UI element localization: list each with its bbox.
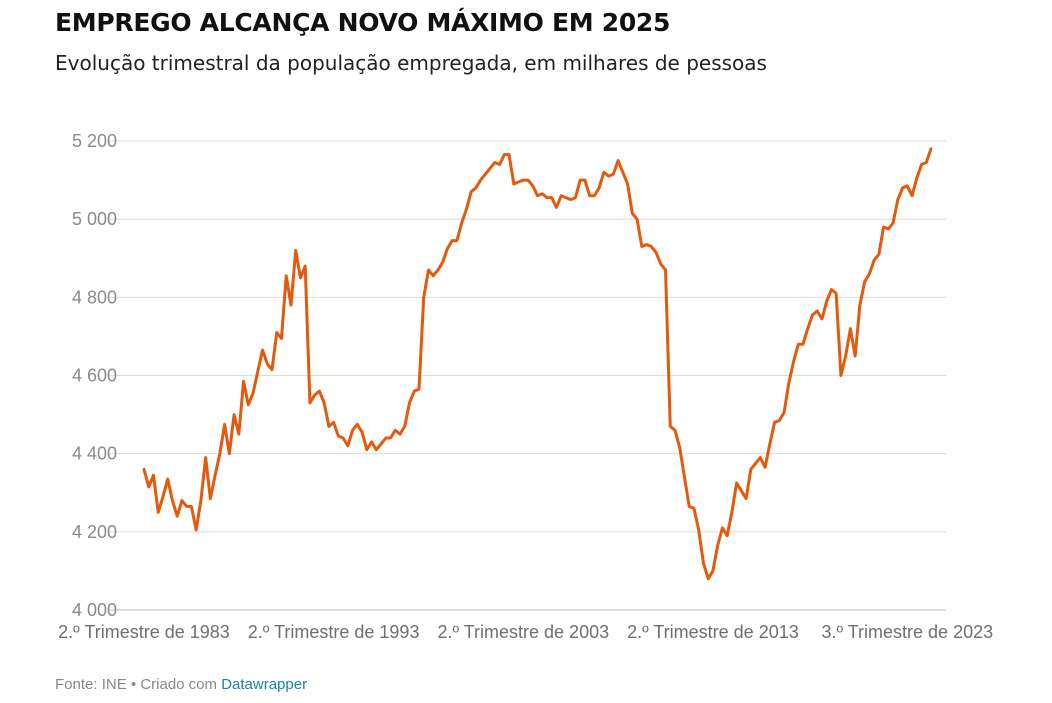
datawrapper-link[interactable]: Datawrapper bbox=[221, 676, 308, 693]
x-tick-label: 2.º Trimestre de 1993 bbox=[248, 622, 420, 642]
y-tick-label: 4 400 bbox=[72, 444, 117, 464]
chart-title: EMPREGO ALCANÇA NOVO MÁXIMO EM 2025 bbox=[55, 8, 671, 37]
y-tick-label: 4 000 bbox=[72, 600, 117, 620]
x-tick-label: 3.º Trimestre de 2023 bbox=[821, 622, 993, 642]
x-tick-label: 2.º Trimestre de 1983 bbox=[58, 622, 230, 642]
y-tick-label: 5 000 bbox=[72, 209, 117, 229]
x-axis-ticks: 2.º Trimestre de 1983 2.º Trimestre de 19… bbox=[58, 622, 993, 642]
separator: • bbox=[130, 676, 137, 693]
source-text: Fonte: INE bbox=[55, 676, 127, 693]
created-with-text: Criado com bbox=[140, 676, 218, 693]
y-tick-label: 4 600 bbox=[72, 366, 117, 386]
x-tick-label: 2.º Trimestre de 2013 bbox=[627, 622, 799, 642]
y-tick-label: 5 200 bbox=[72, 131, 117, 151]
chart-subtitle: Evolução trimestral da população emprega… bbox=[55, 51, 767, 75]
x-tick-label: 2.º Trimestre de 2003 bbox=[437, 622, 609, 642]
y-axis-ticks: 4 000 4 200 4 400 4 600 4 800 5 000 5 200 bbox=[72, 131, 117, 620]
y-tick-label: 4 800 bbox=[72, 287, 117, 307]
series-line-employment bbox=[142, 147, 933, 581]
y-tick-label: 4 200 bbox=[72, 522, 117, 542]
footer: Fonte: INE • Criado com Datawrapper bbox=[55, 676, 307, 693]
gridlines bbox=[108, 140, 946, 611]
